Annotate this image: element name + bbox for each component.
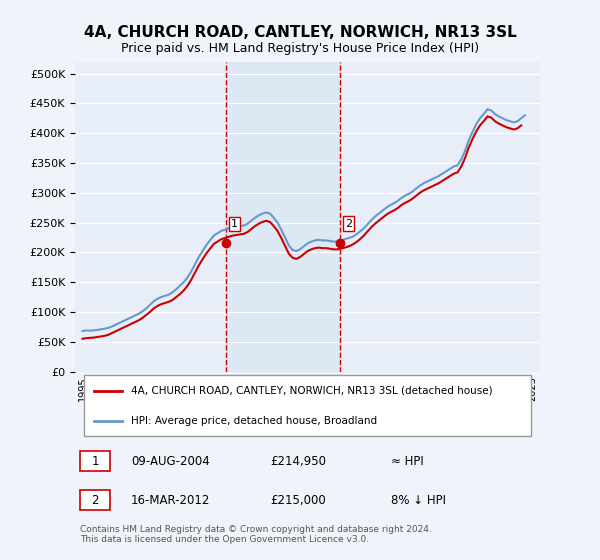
Text: 16-MAR-2012: 16-MAR-2012: [131, 494, 210, 507]
Text: £214,950: £214,950: [270, 455, 326, 468]
Text: Price paid vs. HM Land Registry's House Price Index (HPI): Price paid vs. HM Land Registry's House …: [121, 42, 479, 55]
Text: HPI: Average price, detached house, Broadland: HPI: Average price, detached house, Broa…: [131, 416, 377, 426]
Text: 09-AUG-2004: 09-AUG-2004: [131, 455, 209, 468]
Text: 1: 1: [231, 219, 238, 228]
Text: Contains HM Land Registry data © Crown copyright and database right 2024.
This d: Contains HM Land Registry data © Crown c…: [80, 525, 431, 544]
Text: 1: 1: [91, 455, 99, 468]
Bar: [226, 62, 340, 371]
Text: 2: 2: [91, 494, 99, 507]
FancyBboxPatch shape: [80, 451, 110, 472]
Text: 8% ↓ HPI: 8% ↓ HPI: [391, 494, 446, 507]
Text: ≈ HPI: ≈ HPI: [391, 455, 424, 468]
Text: 2: 2: [345, 219, 352, 228]
Text: 4A, CHURCH ROAD, CANTLEY, NORWICH, NR13 3SL: 4A, CHURCH ROAD, CANTLEY, NORWICH, NR13 …: [83, 25, 517, 40]
FancyBboxPatch shape: [84, 375, 531, 436]
Text: £215,000: £215,000: [270, 494, 326, 507]
FancyBboxPatch shape: [80, 490, 110, 510]
Text: 4A, CHURCH ROAD, CANTLEY, NORWICH, NR13 3SL (detached house): 4A, CHURCH ROAD, CANTLEY, NORWICH, NR13 …: [131, 386, 493, 395]
